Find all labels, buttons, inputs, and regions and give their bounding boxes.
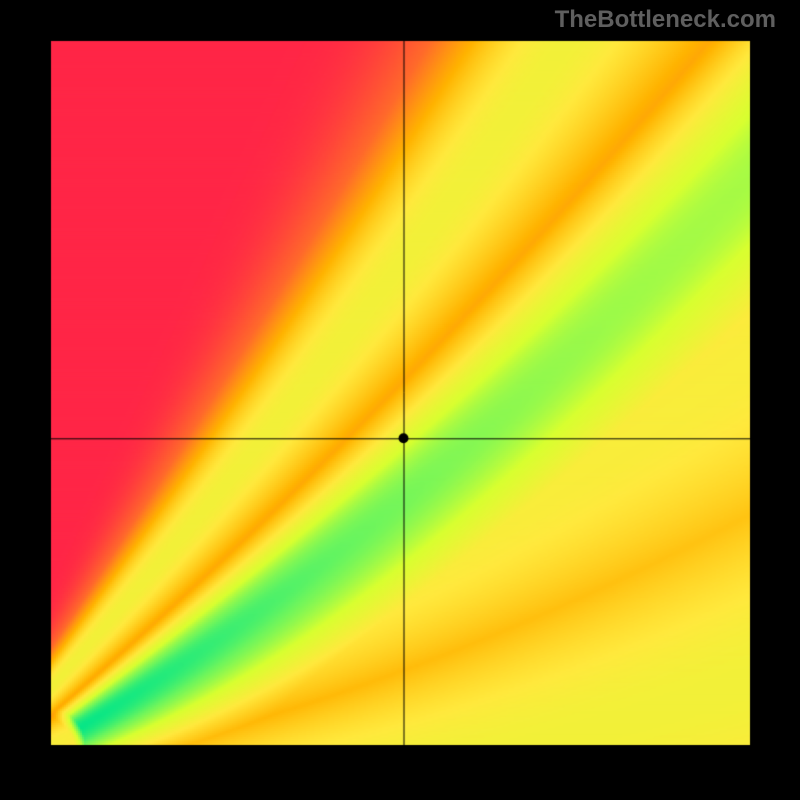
bottleneck-heatmap — [0, 0, 800, 800]
chart-container: TheBottleneck.com — [0, 0, 800, 800]
watermark-text: TheBottleneck.com — [555, 6, 776, 34]
